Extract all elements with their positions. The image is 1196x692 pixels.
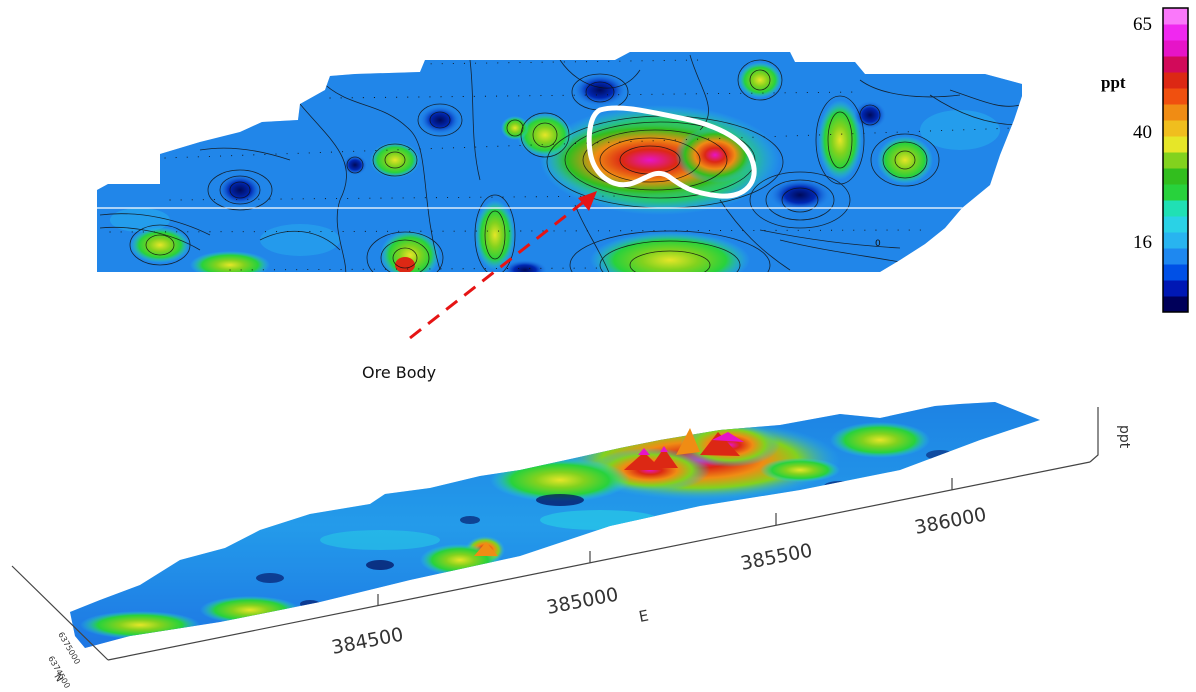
legend-tick-40: 40 xyxy=(1133,122,1152,143)
ore-body-label: Ore Body xyxy=(362,363,436,382)
legend-band xyxy=(1163,88,1188,105)
legend-band xyxy=(1163,280,1188,297)
legend-band xyxy=(1163,40,1188,57)
x-tick-386000: 386000 xyxy=(913,503,988,538)
y-axis-title: N xyxy=(51,672,64,684)
legend-band xyxy=(1163,200,1188,217)
legend-band xyxy=(1163,168,1188,185)
legend-color-bands xyxy=(1163,8,1188,313)
x-tick-384500: 384500 xyxy=(330,623,405,658)
legend-unit: ppt xyxy=(1101,73,1126,92)
x-tick-385000: 385000 xyxy=(545,583,620,618)
legend-band xyxy=(1163,296,1188,313)
legend-band xyxy=(1163,8,1188,25)
legend-band xyxy=(1163,24,1188,41)
legend-band xyxy=(1163,264,1188,281)
legend-band xyxy=(1163,216,1188,233)
x-tick-385500: 385500 xyxy=(739,539,814,574)
legend-band xyxy=(1163,104,1188,121)
contour-map: 0 xyxy=(97,52,1022,272)
legend-band xyxy=(1163,72,1188,89)
legend-band xyxy=(1163,136,1188,153)
color-legend: ppt 65 40 16 xyxy=(1101,7,1189,313)
surface-peaks xyxy=(474,428,744,556)
legend-band xyxy=(1163,248,1188,265)
legend-band xyxy=(1163,184,1188,201)
legend-tick-65: 65 xyxy=(1133,14,1152,35)
x-axis-ticks xyxy=(377,478,953,606)
legend-band xyxy=(1163,152,1188,169)
legend-band xyxy=(1163,232,1188,249)
ore-body-annotation: Ore Body xyxy=(362,191,597,382)
legend-band xyxy=(1163,120,1188,137)
z-axis-title: ppt xyxy=(1116,425,1132,449)
legend-band xyxy=(1163,56,1188,73)
ore-body-outline xyxy=(586,105,757,199)
contour-label: 0 xyxy=(875,239,881,249)
x-axis-title: E xyxy=(637,606,650,625)
legend-tick-16: 16 xyxy=(1133,232,1152,253)
surface-3d: E 384500 385000 385500 386000 ppt 637500… xyxy=(11,402,1132,690)
